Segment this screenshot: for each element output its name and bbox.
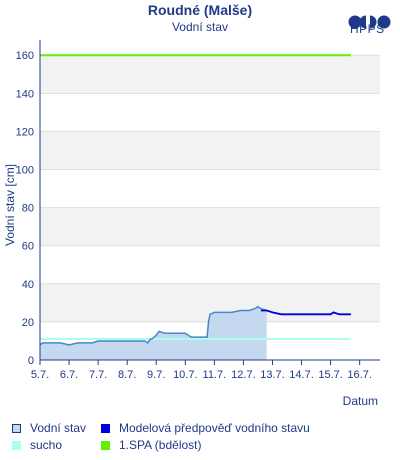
y-tick-label: 80 xyxy=(22,203,34,215)
x-tick-label: 12.7. xyxy=(231,369,255,381)
plot-band xyxy=(40,207,380,246)
legend-item-spa1: 1.SPA (bdělost) xyxy=(101,438,202,452)
y-tick-label: 40 xyxy=(22,279,34,291)
plot-bands xyxy=(40,55,380,322)
y-tick-label: 60 xyxy=(22,241,34,253)
y-tick-label: 0 xyxy=(28,355,34,367)
hpps-logo-icon xyxy=(348,15,391,29)
plot-band xyxy=(40,131,380,170)
y-axis-label: Vodní stav [cm] xyxy=(3,164,17,246)
x-tick-label: 9.7. xyxy=(147,369,165,381)
axes: 0 20 40 60 80 100 120 140 160 5.7. 6.7. 7.7. 8.7. 9.7… xyxy=(16,40,380,381)
x-tick-label: 14.7. xyxy=(289,369,313,381)
x-tick-label: 5.7. xyxy=(31,369,49,381)
x-tick-label: 13.7. xyxy=(260,369,284,381)
y-tick-label: 100 xyxy=(16,165,34,177)
x-axis-label: Datum xyxy=(343,394,378,408)
legend-item-vodni-stav: Vodní stav xyxy=(12,421,86,435)
chart-title: Roudné (Malše) xyxy=(147,2,253,18)
series-line-vodni-stav xyxy=(39,305,267,346)
x-tick-label: 7.7. xyxy=(89,369,107,381)
legend-swatch xyxy=(101,440,110,450)
legend-swatch xyxy=(101,423,110,433)
series-layer xyxy=(39,54,351,360)
plot-band xyxy=(40,55,380,94)
x-tick-label: 11.7. xyxy=(203,369,227,381)
legend-label: Modelová předpověď vodního stavu xyxy=(119,421,310,435)
x-tick-label: 16.7. xyxy=(347,369,371,381)
x-tick-label: 8.7. xyxy=(118,369,136,381)
series-line-forecast xyxy=(260,309,351,316)
chart-subtitle: Vodní stav xyxy=(171,20,229,34)
legend-label: sucho xyxy=(30,438,63,452)
hpps-brand: HPPS xyxy=(350,22,385,36)
y-tick-label: 140 xyxy=(16,88,34,100)
series-area-vodni-stav xyxy=(40,306,267,360)
y-tick-label: 160 xyxy=(16,50,34,62)
legend-swatch xyxy=(12,440,21,450)
y-tick-label: 20 xyxy=(22,317,34,329)
legend-item-forecast: Modelová předpověď vodního stavu xyxy=(101,421,310,435)
x-tick-label: 15.7. xyxy=(318,369,342,381)
x-tick-label: 10.7. xyxy=(173,369,197,381)
legend-item-sucho: sucho xyxy=(12,438,62,452)
x-tick-label: 6.7. xyxy=(60,369,78,381)
legend-label: 1.SPA (bdělost) xyxy=(119,438,202,452)
legend-label: Vodní stav xyxy=(30,421,87,435)
legend-swatch xyxy=(12,423,21,433)
y-tick-label: 120 xyxy=(16,126,34,138)
